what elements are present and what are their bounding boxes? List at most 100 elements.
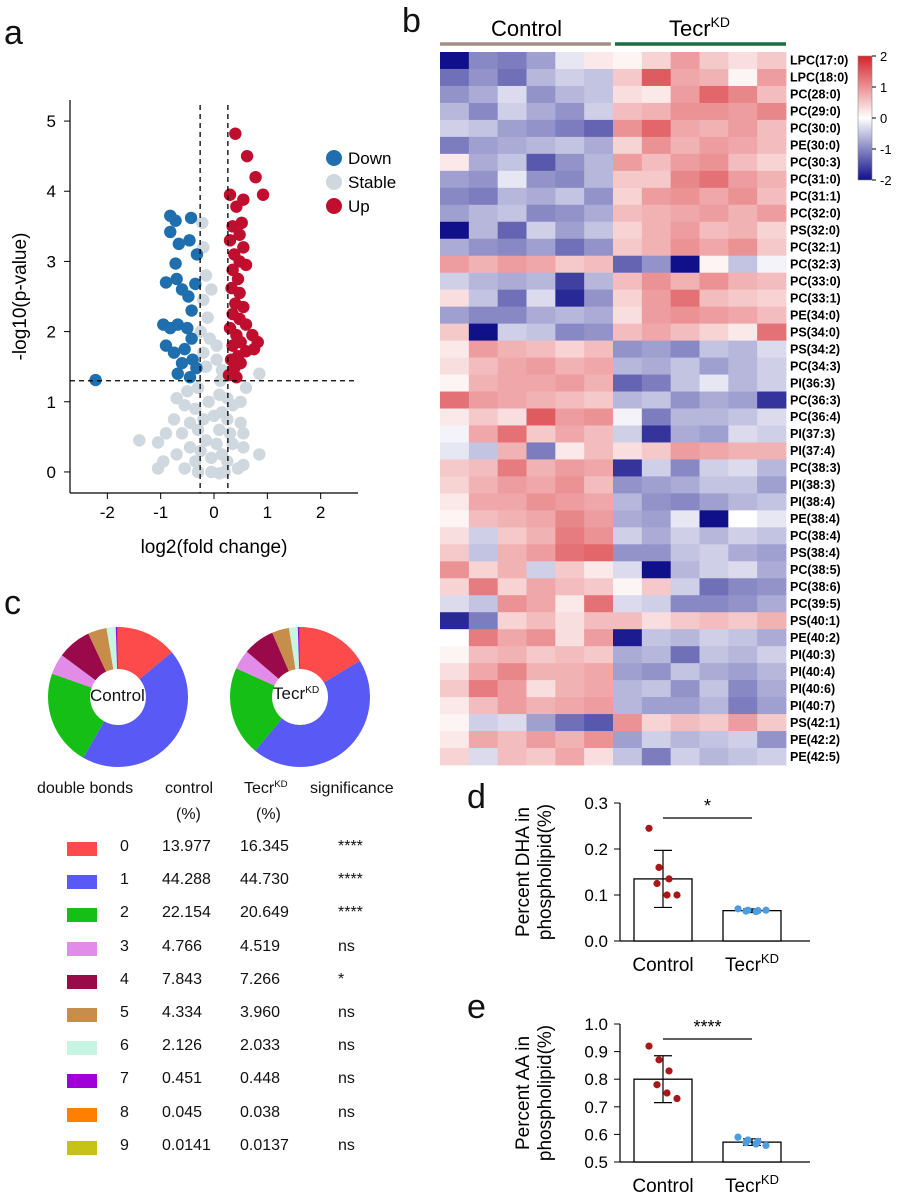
cell-double-bonds: 2 (120, 904, 129, 922)
heatmap-cell (555, 255, 585, 274)
heatmap-cell (555, 102, 585, 121)
color-swatch (67, 908, 97, 923)
donut-control-slice-7 (115, 627, 118, 670)
heatmap-cell (440, 204, 470, 223)
volcano-point-down (170, 272, 183, 286)
volcano-point-stable (210, 437, 223, 451)
heatmap-row-label: PI(40:3) (790, 648, 835, 662)
heatmap-cell (613, 323, 643, 341)
heatmap-cell (670, 731, 700, 749)
volcano-point-up (226, 220, 239, 233)
heatmap-cell (555, 510, 585, 528)
heatmap-cell (670, 561, 700, 579)
heatmap-cell (613, 510, 643, 528)
heatmap-cell (641, 476, 672, 494)
heatmap-cell (555, 476, 585, 494)
color-swatch (67, 1074, 97, 1089)
heatmap-cell (641, 187, 672, 206)
panel-label-a: a (4, 14, 23, 52)
cell-control: 13.977 (162, 838, 211, 855)
volcano-point-down (185, 332, 198, 345)
heatmap-cell (526, 612, 556, 630)
volcano-y-tick-label: 1 (47, 393, 56, 412)
heatmap-cell (440, 697, 470, 715)
heatmap-cell (613, 204, 643, 223)
heatmap-cell (757, 527, 787, 545)
heatmap-cell (670, 748, 700, 766)
donut-control-slice-0 (118, 627, 172, 680)
heatmap-cell (440, 527, 470, 545)
heatmap-cell (699, 459, 729, 477)
volcano-point-stable (213, 423, 226, 437)
dha-significance-label: * (704, 796, 711, 816)
heatmap-cell (757, 187, 787, 206)
heatmap-cell (555, 493, 585, 511)
volcano-point-stable (205, 451, 218, 465)
heatmap-cell (468, 697, 499, 715)
heatmap-cell (728, 408, 758, 426)
cell-significance: ns (338, 1070, 355, 1088)
heatmap-cell (613, 408, 643, 426)
heatmap-cell (497, 595, 527, 613)
heatmap-cell (641, 408, 672, 426)
heatmap-cell (670, 578, 700, 596)
cell-control: 44.288 (162, 871, 211, 889)
aa-x-label-tecr-sup: KD (761, 1172, 779, 1187)
donut-tecr-slice-1 (255, 660, 370, 768)
heatmap-cell (440, 663, 470, 681)
heatmap-cell (584, 119, 614, 138)
table-row: 9 0.0141 0.0137 ns (30, 1137, 430, 1161)
heatmap-cell (613, 119, 643, 138)
color-swatch (67, 1008, 97, 1022)
heatmap-cell (728, 289, 758, 308)
heatmap-cell (699, 731, 729, 749)
heatmap-cell (468, 340, 499, 358)
heatmap-row-label: PC(30:3) (790, 156, 841, 170)
heatmap-cell (728, 340, 758, 358)
heatmap-cell (757, 595, 787, 613)
heatmap-cell (497, 731, 527, 749)
heatmap-cell (757, 374, 787, 392)
dha-y-tick-label: 0.3 (584, 794, 608, 813)
heatmap-cell (440, 408, 470, 426)
heatmap-cell (584, 578, 614, 596)
aa-bar-chart: 0.5 0.6 0.7 0.8 0.9 1.0 Control TecrKD **** Perce… (513, 1015, 810, 1197)
heatmap-cell (440, 714, 470, 732)
aa-data-point (734, 1133, 742, 1141)
heatmap-row-label: PS(40:1) (790, 614, 840, 628)
heatmap-cell (613, 170, 643, 189)
heatmap-cell (699, 255, 729, 274)
heatmap-cell (728, 357, 758, 375)
heatmap-cell (670, 289, 700, 308)
heatmap-cell (526, 595, 556, 613)
color-swatch (67, 974, 97, 989)
volcano-legend-marker (326, 150, 342, 166)
heatmap-cell (555, 119, 585, 138)
heatmap-cell (613, 578, 643, 596)
heatmap-cell (526, 561, 556, 579)
double-bond-donut-charts (47, 627, 370, 768)
volcano-point-stable (191, 423, 205, 437)
volcano-point-up (233, 228, 246, 241)
heatmap-cell (670, 52, 700, 70)
heatmap-cell (526, 357, 556, 375)
header-control-unit: (%) (176, 806, 201, 823)
aa-y-tick-label: 1.0 (584, 1015, 608, 1034)
heatmap-cell (757, 629, 787, 647)
aa-data-point (673, 1094, 681, 1103)
heatmap-cell (613, 255, 643, 274)
cell-tecr: 20.649 (240, 904, 289, 922)
heatmap-cell (757, 663, 787, 681)
heatmap-cell (526, 408, 556, 426)
heatmap-cell (468, 119, 499, 138)
heatmap-group-label-tecr-text: Tecr (669, 16, 711, 41)
heatmap-cell (526, 663, 556, 681)
heatmap-cell (468, 255, 499, 274)
heatmap-cell (728, 306, 758, 325)
heatmap-cell (613, 306, 643, 325)
heatmap-cell (728, 442, 758, 460)
heatmap-cell (440, 391, 470, 409)
volcano-y-tick-label: 4 (47, 182, 56, 201)
heatmap-cell (468, 646, 499, 664)
heatmap-cell (613, 714, 643, 732)
